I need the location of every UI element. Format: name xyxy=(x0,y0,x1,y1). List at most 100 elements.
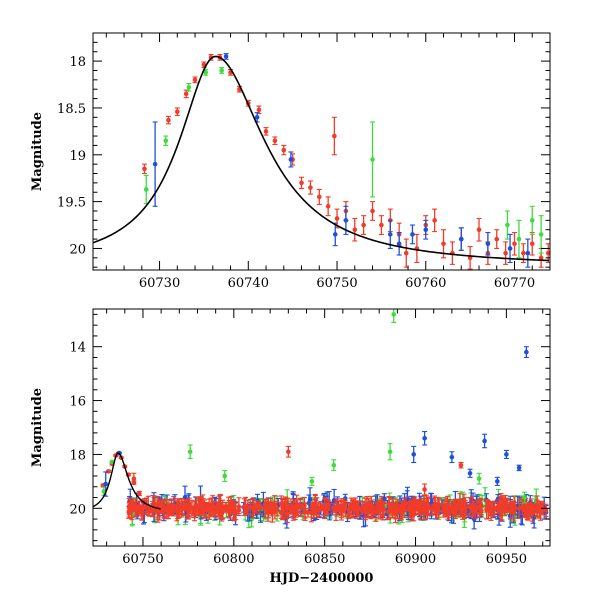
data-point xyxy=(256,107,262,113)
data-point xyxy=(341,504,346,510)
data-point xyxy=(299,180,304,186)
data-point xyxy=(208,508,213,514)
data-point xyxy=(458,236,464,242)
data-point xyxy=(504,452,509,457)
data-point xyxy=(180,503,186,508)
data-point xyxy=(446,511,452,517)
model-curve xyxy=(93,55,550,262)
y-tick-label: 16 xyxy=(69,395,86,410)
data-point xyxy=(449,454,455,460)
data-point xyxy=(476,227,482,233)
data-point xyxy=(228,507,234,512)
x-tick-label: 60900 xyxy=(395,552,436,567)
data-point xyxy=(458,462,464,468)
data-point xyxy=(538,232,544,237)
data-point xyxy=(220,507,226,512)
data-point xyxy=(545,250,550,256)
data-point xyxy=(424,508,430,514)
data-point xyxy=(192,511,197,516)
data-point xyxy=(397,509,403,515)
data-point xyxy=(186,85,192,90)
data-point xyxy=(223,54,229,59)
data-point xyxy=(103,481,109,487)
data-point xyxy=(403,250,409,256)
data-point xyxy=(140,505,146,511)
data-point xyxy=(352,227,358,233)
data-point xyxy=(379,507,385,512)
data-point xyxy=(422,435,427,441)
data-point xyxy=(500,502,505,508)
data-point xyxy=(131,476,137,481)
data-point xyxy=(254,115,260,120)
data-point xyxy=(485,241,491,247)
data-point xyxy=(410,232,415,237)
plot-frame xyxy=(92,308,551,547)
data-point xyxy=(331,462,337,468)
data-point xyxy=(163,138,169,144)
y-axis-title: Magnitude xyxy=(30,112,45,191)
data-point xyxy=(479,508,484,513)
data-point xyxy=(411,452,417,457)
data-point xyxy=(361,222,366,228)
data-point xyxy=(309,479,315,484)
data-point xyxy=(322,503,328,508)
data-point xyxy=(274,506,280,511)
data-point xyxy=(486,504,491,509)
data-point xyxy=(219,68,224,73)
data-point xyxy=(166,117,171,123)
series-green xyxy=(101,309,528,504)
data-point xyxy=(337,505,342,511)
data-point xyxy=(313,502,318,508)
data-point xyxy=(133,507,139,513)
data-point xyxy=(432,218,437,223)
x-tick-label: 60750 xyxy=(122,552,163,567)
data-point xyxy=(441,241,446,247)
data-point xyxy=(538,255,544,261)
data-point xyxy=(435,506,441,512)
data-point xyxy=(463,505,468,510)
data-point xyxy=(524,349,529,355)
data-point xyxy=(281,147,287,153)
data-point xyxy=(280,508,285,514)
data-point xyxy=(183,91,189,97)
top-panel: 60730 60740 60750 60760 60770 18 18.5 19 19.5 20 M… xyxy=(30,32,551,291)
data-point xyxy=(429,507,435,512)
data-point xyxy=(147,509,152,515)
data-point xyxy=(494,236,500,242)
data-point xyxy=(334,216,340,221)
data-point xyxy=(137,503,142,509)
data-point xyxy=(353,501,358,506)
data-point xyxy=(516,465,522,471)
data-point xyxy=(522,495,527,500)
plot-area xyxy=(93,53,550,270)
data-point xyxy=(530,506,536,512)
data-point xyxy=(192,77,198,83)
data-point xyxy=(525,250,531,256)
data-point xyxy=(109,459,115,465)
series-blue xyxy=(152,53,531,268)
data-point xyxy=(386,502,392,507)
data-point xyxy=(236,504,242,509)
series-red xyxy=(100,445,504,503)
data-point xyxy=(218,502,223,507)
data-point xyxy=(507,246,513,251)
data-point xyxy=(126,510,132,515)
data-point xyxy=(356,506,361,512)
data-point xyxy=(187,449,193,455)
data-point xyxy=(360,504,366,509)
data-point xyxy=(247,504,253,510)
plot-area xyxy=(93,309,549,530)
data-point xyxy=(495,479,500,484)
y-tick-label: 20 xyxy=(69,502,86,517)
data-point xyxy=(316,194,322,200)
data-point xyxy=(302,508,308,514)
data-point xyxy=(395,506,400,512)
data-point xyxy=(380,513,386,518)
data-point xyxy=(422,487,427,492)
data-point xyxy=(498,495,504,500)
x-tick-label: 60800 xyxy=(213,552,254,567)
data-point xyxy=(505,222,510,228)
data-point xyxy=(203,70,208,75)
data-point xyxy=(269,508,274,513)
